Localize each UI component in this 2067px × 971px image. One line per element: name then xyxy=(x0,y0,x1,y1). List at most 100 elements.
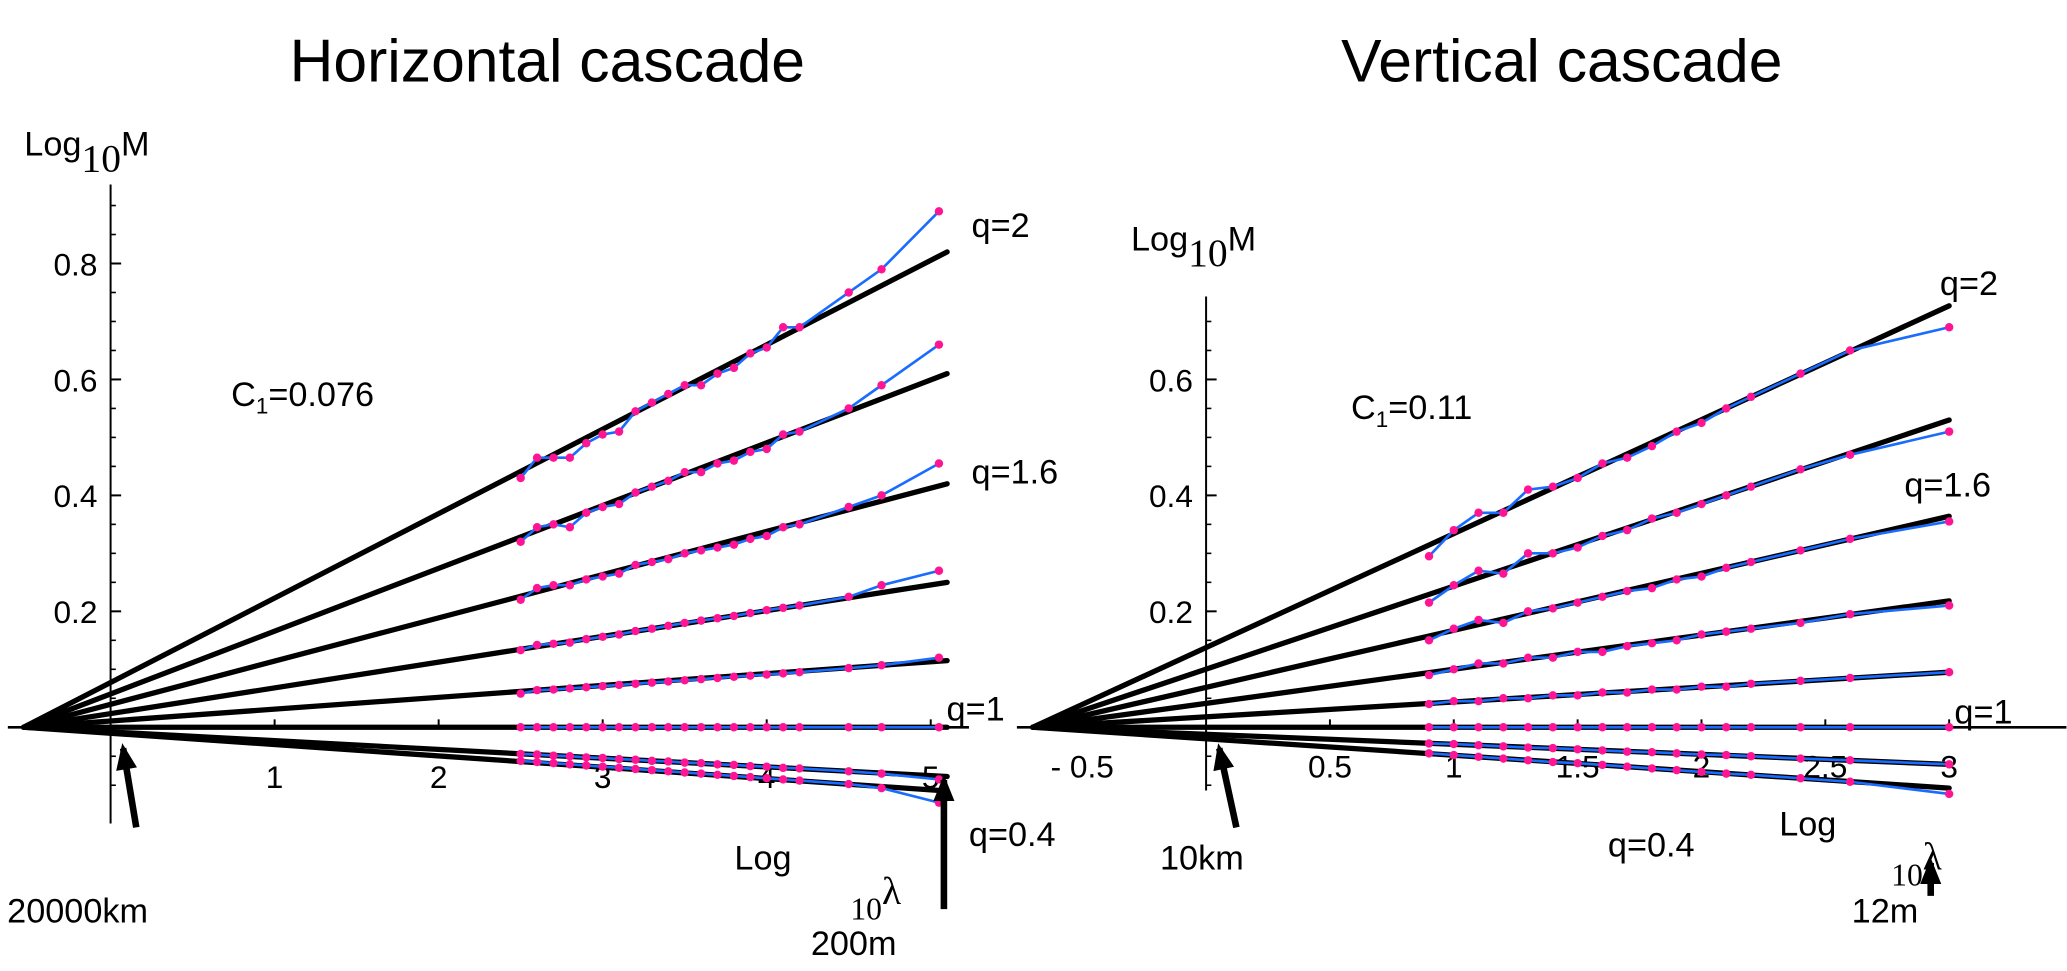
data-point xyxy=(795,520,804,529)
data-point xyxy=(549,453,558,462)
c1-annotation: C1=0.11 xyxy=(1351,389,1472,432)
data-point xyxy=(565,760,575,769)
fit-line xyxy=(21,249,950,730)
data-point xyxy=(598,723,607,732)
data-point xyxy=(762,723,771,732)
data-point xyxy=(647,398,657,407)
arrow-head-icon xyxy=(1213,743,1235,772)
data-point xyxy=(1796,618,1805,628)
data-point xyxy=(844,767,853,776)
data-point xyxy=(1722,769,1731,778)
data-point xyxy=(713,770,722,780)
data-point xyxy=(696,723,706,732)
data-point xyxy=(1672,575,1681,584)
data-point xyxy=(1722,491,1731,500)
data-point xyxy=(1424,636,1434,645)
data-point xyxy=(1622,525,1632,535)
data-point xyxy=(1499,618,1508,628)
data-point xyxy=(877,491,886,500)
data-point xyxy=(1746,723,1756,732)
scale-marker-label: 12m xyxy=(1852,892,1919,930)
data-point xyxy=(1474,723,1483,732)
data-point xyxy=(1672,685,1681,694)
data-point xyxy=(1672,749,1681,758)
data-point xyxy=(1548,743,1558,753)
data-point xyxy=(582,575,591,584)
y-tick-label: 0.6 xyxy=(53,362,97,398)
data-point xyxy=(1697,682,1706,691)
data-point xyxy=(795,776,804,785)
data-point xyxy=(1722,404,1731,413)
data-point xyxy=(795,667,804,677)
data-point xyxy=(1944,427,1954,436)
y-axis-label: Log10M xyxy=(1131,220,1256,275)
data-point xyxy=(532,583,542,593)
data-point xyxy=(532,523,542,532)
data-point xyxy=(1672,427,1681,436)
data-point xyxy=(877,769,886,778)
data-point xyxy=(1845,346,1855,355)
data-point xyxy=(1944,323,1954,332)
data-point xyxy=(680,381,689,390)
data-point xyxy=(1449,739,1458,749)
data-point xyxy=(631,723,640,732)
data-point xyxy=(532,757,542,767)
data-point xyxy=(1598,531,1607,541)
data-point xyxy=(549,685,558,694)
data-point xyxy=(762,531,771,541)
arrow-head-icon xyxy=(116,743,137,771)
data-point xyxy=(1845,777,1855,786)
data-point xyxy=(1746,679,1756,689)
data-point xyxy=(598,762,607,771)
x-tick-label: 2 xyxy=(430,759,448,795)
data-point xyxy=(1474,752,1483,762)
data-point xyxy=(582,438,591,448)
data-point xyxy=(696,467,706,477)
data-point xyxy=(762,444,771,454)
data-point xyxy=(1697,572,1706,581)
data-point xyxy=(713,459,722,468)
data-point xyxy=(1697,630,1706,639)
data-point xyxy=(631,560,640,570)
data-point xyxy=(778,763,788,773)
data-point xyxy=(598,632,607,642)
data-point xyxy=(1449,696,1458,706)
data-point xyxy=(844,502,853,512)
data-point xyxy=(1622,688,1632,697)
data-point xyxy=(729,363,739,373)
data-point xyxy=(778,669,788,678)
data-point xyxy=(532,640,542,650)
data-point xyxy=(1622,747,1632,756)
data-point xyxy=(1573,647,1582,657)
data-point xyxy=(1845,534,1855,544)
data-point xyxy=(1722,627,1731,636)
data-point xyxy=(1672,723,1681,732)
data-point xyxy=(1449,581,1458,590)
data-point xyxy=(532,750,542,759)
data-point xyxy=(1622,723,1632,732)
data-point xyxy=(631,755,640,764)
scale-marker-label: 200m xyxy=(811,925,897,963)
data-point xyxy=(516,723,525,732)
data-point xyxy=(664,621,673,631)
data-point xyxy=(844,779,853,789)
data-point xyxy=(565,581,575,590)
data-point xyxy=(565,638,575,647)
data-point xyxy=(631,679,640,689)
data-point xyxy=(1573,758,1582,768)
data-point xyxy=(713,723,722,732)
data-point xyxy=(565,752,575,761)
data-point xyxy=(1944,601,1954,610)
data-point xyxy=(844,288,853,297)
data-point xyxy=(1474,659,1483,668)
data-point xyxy=(582,508,591,517)
x-tick-label: 1 xyxy=(266,759,284,795)
y-tick-label: 0.4 xyxy=(1149,478,1193,514)
data-point xyxy=(680,758,689,767)
q-label: q=0.4 xyxy=(1608,826,1695,864)
data-point xyxy=(1796,546,1805,555)
x-tick-label: 2 xyxy=(1693,748,1711,784)
data-point xyxy=(1845,723,1855,732)
data-point xyxy=(598,572,607,581)
